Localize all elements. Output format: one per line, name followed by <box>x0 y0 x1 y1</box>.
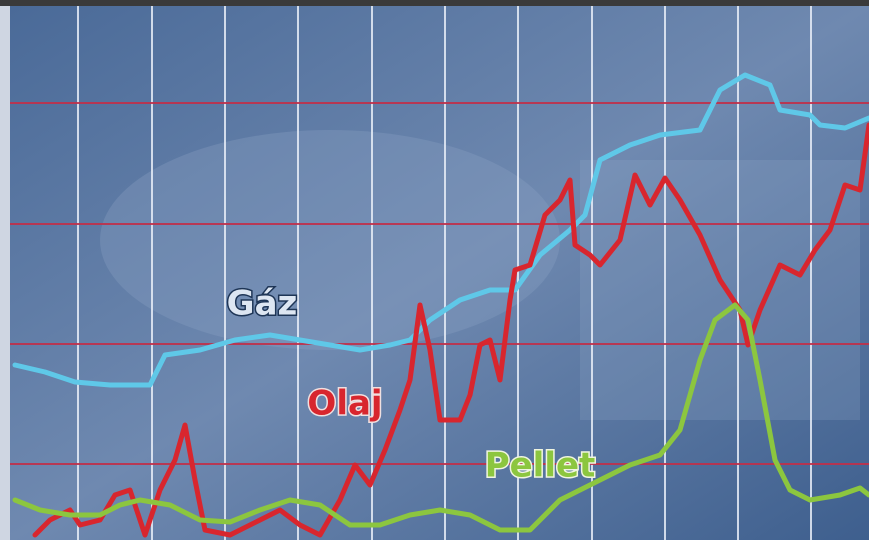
series-line <box>32 122 869 538</box>
photo-shape <box>100 130 560 350</box>
series-line <box>12 72 869 388</box>
series-label: Olaj <box>307 384 382 424</box>
series-label: Pellet <box>485 446 596 486</box>
left-edge <box>0 6 10 540</box>
series-label: Gáz <box>227 284 298 324</box>
photo-shape <box>580 160 860 420</box>
plot-background <box>10 6 869 540</box>
top-strip <box>0 0 869 6</box>
series-line <box>12 302 869 533</box>
